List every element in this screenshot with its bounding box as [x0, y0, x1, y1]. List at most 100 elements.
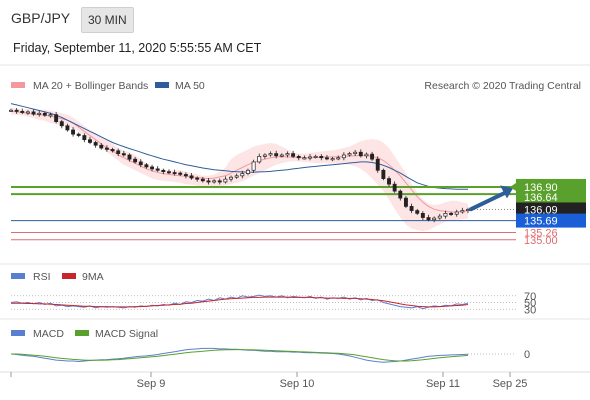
current-price-box — [516, 202, 586, 217]
candle-body — [155, 168, 160, 171]
macd-signal-line — [11, 349, 469, 362]
candle-body — [246, 169, 250, 174]
current-price-label: 136.09 — [524, 204, 558, 216]
candle-body — [178, 172, 183, 175]
candle-body — [313, 156, 318, 158]
candle-body — [20, 110, 25, 113]
candle-body — [183, 174, 188, 177]
candle-body — [42, 112, 47, 116]
resistance-label-136.64: 136.64 — [524, 192, 558, 204]
candle-body — [172, 172, 177, 175]
candle-body — [133, 158, 138, 163]
candle-body — [443, 213, 448, 217]
candle-body — [144, 164, 149, 168]
candle-body — [325, 157, 329, 160]
candle-body — [240, 173, 245, 177]
candle-body — [88, 139, 92, 143]
legend-swatch-ma50 — [155, 82, 169, 88]
candle-body — [426, 217, 431, 221]
candle-body — [223, 178, 228, 183]
candle-body — [54, 114, 59, 122]
candle-body — [167, 171, 171, 174]
candle-body — [364, 153, 369, 157]
candle-body — [302, 157, 307, 160]
resistance-label-pointer — [510, 182, 516, 191]
macd-legend: MACD MACD Signal — [11, 328, 158, 340]
candle-body — [229, 176, 233, 180]
candle-body — [415, 210, 420, 214]
candle-body — [82, 135, 87, 141]
candle-body — [398, 190, 403, 199]
candle-body — [104, 147, 109, 150]
forecast-arrow-shaft — [469, 190, 508, 212]
candle-body — [392, 183, 397, 192]
candle-body — [449, 213, 454, 215]
candle-body — [251, 161, 256, 171]
candle-body — [48, 114, 53, 117]
candle-body — [353, 151, 358, 154]
candle-body — [37, 112, 42, 115]
x-tick-label: Sep 9 — [137, 378, 166, 390]
resistance-label-136.90: 136.90 — [524, 182, 558, 194]
rsi-level-label-50: 50 — [524, 298, 536, 310]
x-tick-label: Sep 25 — [493, 378, 528, 390]
candle-body — [93, 142, 98, 146]
candle-body — [420, 213, 425, 218]
macd-zero-label: 0 — [524, 349, 530, 361]
ma50-line — [10, 103, 468, 190]
rsi-ma-line — [11, 296, 469, 308]
candle-body — [341, 154, 346, 159]
legend-swatch-rsi-ma — [62, 273, 76, 279]
currency-pair-title: GBP/JPY — [11, 10, 71, 26]
support-label-135.26: 135.26 — [524, 228, 558, 240]
price-level-box — [516, 213, 586, 228]
legend-label-ma50: MA 50 — [175, 80, 205, 92]
legend-label-macd-signal: MACD Signal — [95, 328, 158, 340]
candle-body — [274, 153, 279, 157]
legend-label-macd: MACD — [33, 328, 64, 340]
candle-body — [454, 211, 459, 215]
price-panel — [9, 103, 516, 241]
candle-body — [347, 153, 352, 156]
candle-body — [268, 153, 273, 156]
macd-panel: 0 — [10, 347, 530, 363]
candle-body — [358, 151, 363, 157]
legend-label-rsi: RSI — [33, 271, 51, 283]
timeframe-button[interactable]: 30 MIN — [81, 7, 134, 33]
candle-body — [432, 217, 437, 221]
rsi-level-label-70: 70 — [524, 291, 536, 303]
candle-body — [291, 153, 296, 157]
candle-body — [138, 161, 143, 166]
forecast-arrow-head — [500, 185, 513, 199]
candle-body — [71, 129, 76, 135]
candle-body — [460, 210, 465, 213]
resistance-label-box — [516, 178, 586, 203]
candle-body — [257, 156, 262, 163]
candle-body — [437, 215, 442, 219]
chart-datetime: Friday, September 11, 2020 5:55:55 AM CE… — [13, 41, 262, 55]
candle-body — [217, 180, 222, 183]
ma20-line — [10, 110, 469, 213]
candle-body — [381, 169, 386, 179]
candle-body — [279, 154, 284, 157]
price-level-label: 135.69 — [524, 216, 558, 228]
candle-body — [296, 156, 301, 159]
candle-body — [409, 206, 414, 211]
candle-body — [14, 109, 19, 112]
candle-body — [31, 111, 36, 115]
legend-swatch-macd — [11, 330, 25, 336]
x-tick-label: Sep 10 — [280, 378, 315, 390]
candle-body — [76, 133, 81, 136]
candle-body — [116, 150, 121, 154]
candle-body — [127, 154, 132, 160]
rsi-line — [10, 294, 469, 310]
candle-body — [9, 109, 13, 112]
candle-body — [336, 157, 341, 160]
candle-body — [387, 178, 391, 185]
candle-body — [59, 121, 64, 127]
candle-body — [319, 156, 324, 159]
bollinger-band-area — [11, 107, 468, 232]
